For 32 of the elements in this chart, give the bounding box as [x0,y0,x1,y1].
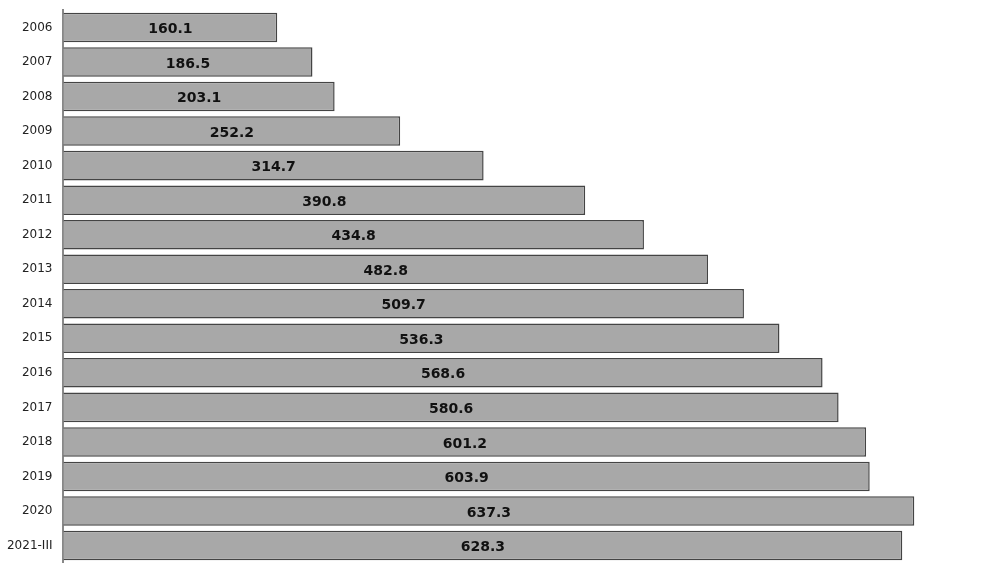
data-label: 601.2 [442,434,487,451]
y-tick-label: 2011 [21,192,53,207]
data-label: 314.7 [251,158,296,175]
data-label: 509.7 [381,296,426,313]
data-label: 568.6 [420,365,466,382]
data-label: 628.3 [460,538,506,555]
data-label: 390.8 [302,192,347,209]
y-tick-label: 2021-III [6,537,53,552]
y-tick-label: 2017 [21,399,53,414]
y-tick-label: 2007 [21,54,53,69]
y-tick-label: 2008 [21,88,53,103]
data-label: 434.8 [331,227,376,244]
data-label: 160.1 [148,20,193,37]
y-tick-label: 2012 [21,226,53,241]
data-label: 482.8 [363,261,408,278]
y-tick-label: 2015 [21,330,53,345]
y-tick-label: 2018 [21,434,53,449]
data-label: 637.3 [466,503,512,520]
data-label: 603.9 [444,469,489,486]
data-label: 580.6 [428,400,474,417]
data-label: 252.2 [209,123,254,140]
y-tick-label: 2014 [21,295,53,310]
data-label: 203.1 [176,89,222,106]
data-label: 536.3 [399,330,444,347]
y-tick-label: 2013 [21,261,53,276]
y-tick-label: 2016 [21,364,53,379]
y-tick-label: 2010 [21,157,53,172]
y-tick-label: 2019 [21,468,53,483]
y-tick-label: 2006 [21,19,53,34]
data-label: 186.5 [165,54,211,71]
y-tick-label: 2009 [21,123,53,138]
y-tick-label: 2020 [21,503,53,518]
